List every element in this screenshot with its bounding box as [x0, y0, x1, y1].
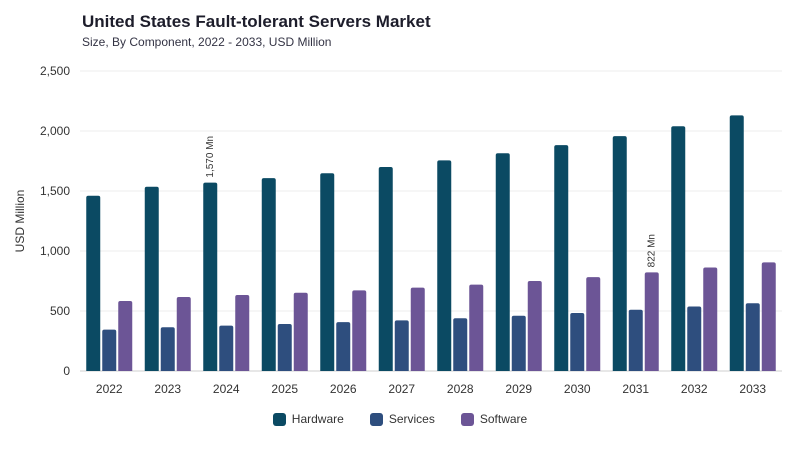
legend-swatch [460, 412, 474, 426]
bar-services-2025 [277, 323, 292, 371]
x-tick-label: 2029 [505, 382, 532, 396]
bar-software-2033 [761, 262, 776, 371]
bar-software-2024 [235, 295, 250, 371]
bar-software-2023 [176, 296, 191, 371]
x-tick-label: 2026 [330, 382, 357, 396]
bar-hardware-2026 [320, 173, 335, 371]
x-tick-label: 2027 [388, 382, 415, 396]
bar-hardware-2030 [554, 145, 569, 371]
x-tick-label: 2032 [681, 382, 708, 396]
bar-services-2033 [745, 303, 760, 371]
data-label: 1,570 Mn [205, 136, 216, 178]
bar-services-2024 [219, 325, 234, 371]
bar-software-2029 [527, 281, 542, 371]
bar-software-2032 [703, 267, 718, 371]
y-tick-label: 500 [50, 304, 70, 318]
legend-label: Hardware [291, 412, 344, 426]
legend-swatch [272, 412, 286, 426]
legend-item-software: Software [460, 412, 528, 426]
x-tick-label: 2031 [622, 382, 649, 396]
y-tick-label: 2,000 [40, 124, 70, 138]
bar-software-2025 [293, 292, 308, 371]
bar-hardware-2029 [495, 153, 510, 371]
bar-services-2027 [394, 320, 409, 371]
bar-software-2031 [644, 272, 659, 371]
bar-services-2023 [160, 327, 175, 371]
x-tick-label: 2025 [271, 382, 298, 396]
bar-services-2029 [511, 315, 526, 371]
bar-services-2030 [570, 313, 585, 371]
bar-hardware-2032 [671, 126, 686, 371]
legend-swatch [369, 412, 383, 426]
bar-services-2026 [336, 322, 351, 371]
bar-software-2022 [118, 301, 133, 371]
bar-hardware-2022 [86, 195, 101, 371]
bar-hardware-2024 [203, 182, 218, 371]
bar-hardware-2027 [378, 167, 393, 371]
legend: Hardware Services Software [0, 412, 800, 426]
bar-hardware-2023 [144, 186, 159, 371]
bar-hardware-2025 [261, 178, 276, 371]
x-tick-label: 2028 [447, 382, 474, 396]
data-label: 822 Mn [647, 234, 658, 267]
x-tick-label: 2024 [213, 382, 240, 396]
chart-title: United States Fault-tolerant Servers Mar… [82, 12, 431, 31]
y-tick-label: 1,000 [40, 244, 70, 258]
y-tick-label: 0 [63, 364, 70, 378]
bar-hardware-2031 [612, 136, 627, 371]
x-tick-label: 2030 [564, 382, 591, 396]
y-tick-label: 2,500 [40, 64, 70, 78]
x-tick-label: 2033 [739, 382, 766, 396]
bar-software-2028 [469, 284, 484, 371]
bar-services-2032 [687, 306, 702, 371]
y-tick-label: 1,500 [40, 184, 70, 198]
chart-subtitle: Size, By Component, 2022 - 2033, USD Mil… [82, 35, 332, 49]
bar-services-2031 [628, 309, 643, 371]
x-tick-label: 2022 [96, 382, 123, 396]
legend-item-services: Services [369, 412, 435, 426]
bar-services-2022 [102, 329, 117, 371]
bar-services-2028 [453, 318, 468, 371]
bar-hardware-2033 [729, 115, 744, 372]
legend-label: Software [479, 412, 528, 426]
legend-item-hardware: Hardware [272, 412, 344, 426]
bar-software-2026 [352, 290, 367, 371]
y-axis-label: USD Million [13, 190, 27, 253]
bar-hardware-2028 [437, 160, 452, 371]
legend-label: Services [388, 412, 435, 426]
x-tick-label: 2023 [154, 382, 181, 396]
bar-software-2027 [410, 287, 425, 371]
bar-software-2030 [586, 277, 601, 371]
